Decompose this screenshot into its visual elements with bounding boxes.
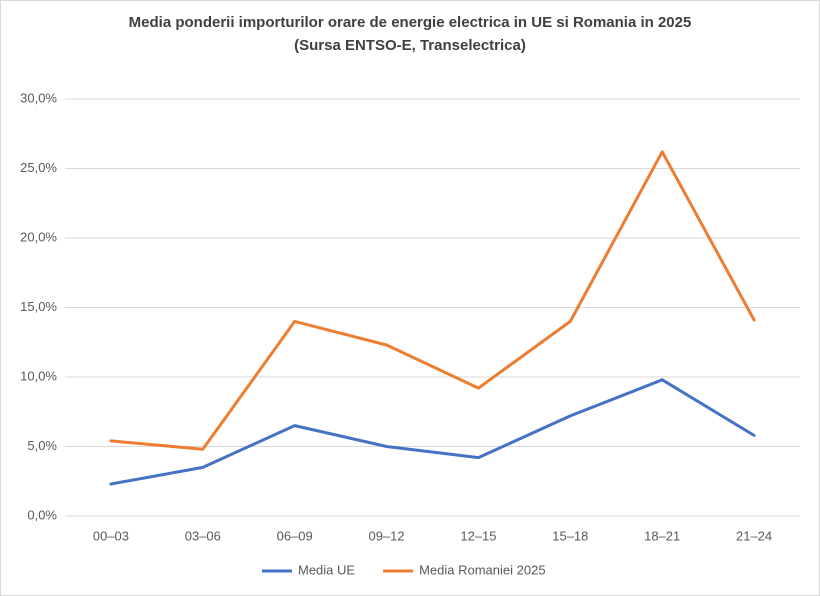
y-tick-label: 10,0%: [20, 368, 57, 383]
y-tick-label: 5,0%: [27, 438, 57, 453]
series-line: [109, 378, 756, 486]
x-tick-label: 12–15: [460, 528, 496, 543]
y-tick-label: 15,0%: [20, 299, 57, 314]
legend-label: Media Romaniei 2025: [419, 562, 545, 577]
x-tick-label: 00–03: [93, 528, 129, 543]
y-tick-label: 0,0%: [27, 507, 57, 522]
x-tick-label: 21–24: [736, 528, 772, 543]
series-line: [109, 150, 756, 451]
chart-subtitle: (Sursa ENTSO-E, Transelectrica): [294, 37, 526, 54]
x-tick-label: 09–12: [368, 528, 404, 543]
x-tick-label: 03–06: [185, 528, 221, 543]
y-tick-label: 20,0%: [20, 229, 57, 244]
x-tick-label: 06–09: [277, 528, 313, 543]
y-tick-label: 30,0%: [20, 90, 57, 105]
legend-label: Media UE: [298, 562, 355, 577]
x-tick-label: 18–21: [644, 528, 680, 543]
x-tick-label: 15–18: [552, 528, 588, 543]
y-tick-label: 25,0%: [20, 160, 57, 175]
chart-title: Media ponderii importurilor orare de ene…: [129, 14, 692, 31]
